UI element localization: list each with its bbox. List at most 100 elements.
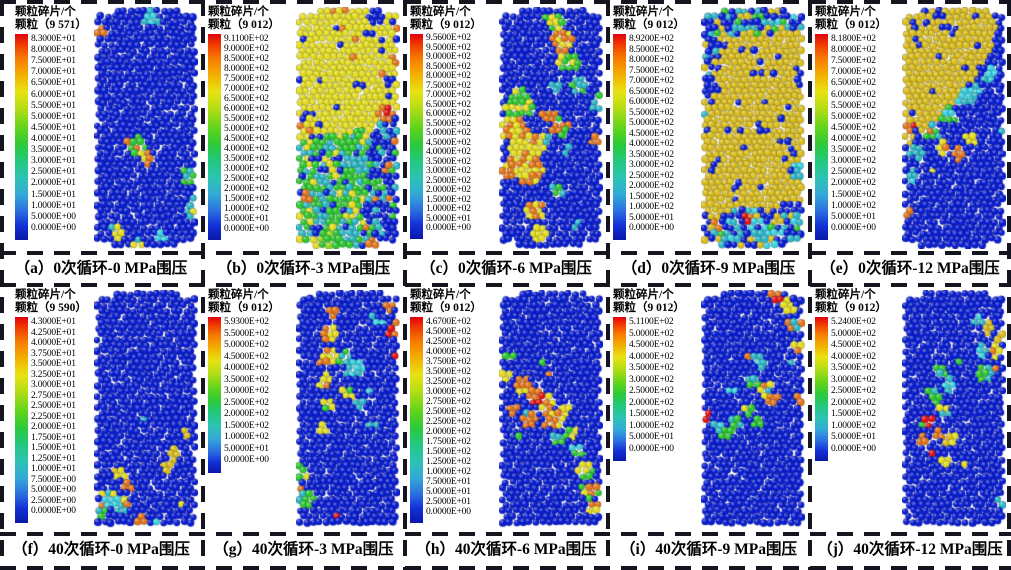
colorbar-row: 4.6700E+02 4.5000E+02 4.2500E+02 4.0000E+02… (410, 317, 482, 523)
particle-render (296, 290, 400, 530)
legend-particle-count: 颗粒（9 012） (613, 19, 685, 31)
panel-h-legend: 颗粒碎片/个 颗粒（9 012） 4.6700E+02 4.5000E+02 4.2… (410, 289, 482, 523)
colorbar-tick: 2.0000E+02 (426, 185, 471, 196)
frame-bottom-dashed-line (0, 566, 1011, 570)
colorbar-tick: 5.0000E+01 (831, 211, 876, 222)
colorbar-tick: 0.0000E+00 (426, 223, 471, 234)
colorbar-row: 8.3000E+01 8.0000E+01 7.5000E+01 7.0000E+01… (15, 34, 87, 241)
colorbar-tick: 3.5000E+01 (31, 145, 76, 156)
particle-render (701, 7, 805, 249)
colorbar-tick: 3.5000E+02 (224, 154, 269, 164)
colorbar-ticks: 4.6700E+02 4.5000E+02 4.2500E+02 4.0000E+02… (426, 317, 471, 517)
legend-title: 颗粒碎片/个 (815, 289, 876, 301)
legend-particle-count: 颗粒（9 590） (15, 302, 87, 314)
colorbar-tick: 1.0000E+01 (31, 464, 76, 475)
colorbar-tick: 5.0000E+02 (831, 328, 876, 339)
colorbar-tick: 7.5000E+01 (426, 477, 471, 487)
colorbar-tick: 5.0000E+02 (426, 128, 471, 139)
colorbar-tick: 2.0000E+02 (224, 184, 269, 194)
colorbar-tick: 6.0000E+01 (31, 89, 76, 100)
colorbar (410, 317, 423, 523)
panel-a-caption: （a）0次循环-0 MPa围压 (14, 260, 188, 277)
colorbar (410, 34, 423, 240)
colorbar-tick: 1.0000E+02 (831, 420, 876, 431)
colorbar-tick: 4.5000E+02 (629, 128, 674, 139)
colorbar-tick: 8.3000E+01 (31, 34, 76, 44)
panel-i-legend: 颗粒碎片/个 颗粒（9 012） 5.1100E+02 5.0000E+02 4.5… (613, 289, 685, 462)
colorbar-tick: 1.0000E+02 (224, 204, 269, 214)
colorbar-tick: 2.5000E+02 (629, 386, 674, 396)
panel-j-caption: （j）40次循环-12 MPa围压 (817, 541, 1003, 558)
colorbar-row: 5.1100E+02 5.0000E+02 4.5000E+02 4.0000E+02… (613, 317, 685, 462)
panel-h-caption: （h）40次循环-6 MPa围压 (415, 541, 597, 558)
colorbar-tick: 6.5000E+02 (426, 99, 471, 110)
colorbar-tick: 9.5600E+02 (426, 33, 471, 43)
colorbar-tick: 7.0000E+01 (31, 67, 76, 78)
row2-bottom-dashed-line (0, 532, 1011, 536)
colorbar-tick: 5.5000E+01 (31, 100, 76, 111)
colorbar-tick: 7.0000E+02 (629, 76, 674, 87)
panel-c-caption: （c）0次循环-6 MPa围压 (420, 260, 592, 277)
colorbar-tick: 8.5000E+02 (629, 44, 674, 55)
colorbar-tick: 4.5000E+02 (224, 351, 269, 362)
panel-j-legend: 颗粒碎片/个 颗粒（9 012） 5.2400E+02 5.0000E+02 4.5… (815, 289, 887, 462)
panel-h: 颗粒碎片/个 颗粒（9 012） 4.6700E+02 4.5000E+02 4.2… (407, 288, 605, 531)
panel-d: 颗粒碎片/个 颗粒（9 012） 8.9200E+02 8.5000E+02 8.0… (610, 5, 807, 250)
colorbar-tick: 4.0000E+02 (629, 139, 674, 150)
particle-render (94, 7, 198, 249)
colorbar-tick: 1.5000E+02 (224, 194, 269, 204)
colorbar-tick: 6.0000E+02 (426, 109, 471, 120)
col-divider-1 (201, 0, 205, 570)
colorbar-tick: 0.0000E+00 (224, 455, 269, 465)
col-divider-2 (403, 0, 407, 570)
colorbar-tick: 1.0000E+02 (426, 467, 471, 477)
colorbar-tick: 3.0000E+02 (426, 166, 471, 177)
colorbar-tick: 2.5000E+01 (426, 497, 471, 507)
colorbar-tick: 2.5000E+01 (31, 401, 76, 412)
colorbar-tick: 5.0000E+01 (224, 214, 269, 224)
colorbar-tick: 3.5000E+02 (224, 374, 269, 385)
colorbar (208, 317, 221, 473)
row1-bottom-dashed-line (0, 251, 1011, 255)
colorbar-tick: 1.2500E+01 (31, 453, 76, 464)
colorbar (15, 34, 28, 241)
colorbar-tick: 5.0000E+01 (426, 213, 471, 224)
colorbar-ticks: 8.3000E+01 8.0000E+01 7.5000E+01 7.0000E+01… (31, 34, 76, 234)
colorbar-tick: 4.0000E+02 (831, 351, 876, 362)
legend-title: 颗粒碎片/个 (815, 6, 876, 18)
colorbar-tick: 4.0000E+02 (426, 147, 471, 158)
panel-c: 颗粒碎片/个 颗粒（9 012） 9.5600E+02 9.5000E+02 9.0… (407, 5, 605, 250)
legend-particle-count: 颗粒（9 571） (15, 19, 87, 31)
colorbar-ticks: 9.5600E+02 9.5000E+02 9.0000E+02 8.5000E+02… (426, 33, 471, 234)
colorbar-tick: 2.7500E+01 (31, 390, 76, 401)
colorbar-tick: 1.7500E+01 (31, 432, 76, 443)
particle-render (499, 7, 603, 249)
colorbar-ticks: 5.9300E+02 5.5000E+02 5.0000E+02 4.5000E+02… (224, 317, 269, 467)
colorbar-tick: 4.5000E+02 (426, 327, 471, 337)
colorbar-tick: 4.5000E+02 (224, 134, 269, 144)
colorbar-tick: 0.0000E+00 (31, 222, 76, 233)
legend-particle-count: 颗粒（9 012） (208, 302, 280, 314)
legend-title: 颗粒碎片/个 (15, 6, 76, 18)
colorbar-tick: 3.0000E+02 (224, 386, 269, 396)
colorbar-tick: 1.5000E+01 (31, 443, 76, 454)
colorbar-tick: 2.5000E+01 (31, 167, 76, 178)
legend-particle-count: 颗粒（9 012） (410, 19, 482, 31)
colorbar-tick: 3.5000E+02 (426, 156, 471, 167)
colorbar-tick: 0.0000E+00 (629, 223, 674, 234)
colorbar-tick: 4.2500E+02 (426, 337, 471, 347)
colorbar-tick: 9.0000E+02 (224, 44, 269, 54)
panel-i: 颗粒碎片/个 颗粒（9 012） 5.1100E+02 5.0000E+02 4.5… (610, 288, 807, 531)
colorbar-tick: 3.5000E+02 (831, 363, 876, 373)
panel-e-caption: （e）0次循环-12 MPa围压 (820, 260, 1000, 277)
frame-right-dashed-line (1007, 0, 1011, 570)
colorbar (613, 317, 626, 462)
legend-title: 颗粒碎片/个 (208, 289, 269, 301)
legend-particle-count: 颗粒（9 012） (815, 302, 887, 314)
col-divider-4 (808, 0, 812, 570)
colorbar-tick: 5.0000E+00 (31, 211, 76, 222)
colorbar-tick: 5.0000E+02 (831, 111, 876, 122)
colorbar-tick: 4.3000E+01 (31, 317, 76, 327)
particle-render (902, 7, 1006, 249)
colorbar-tick: 1.0000E+02 (629, 420, 674, 431)
